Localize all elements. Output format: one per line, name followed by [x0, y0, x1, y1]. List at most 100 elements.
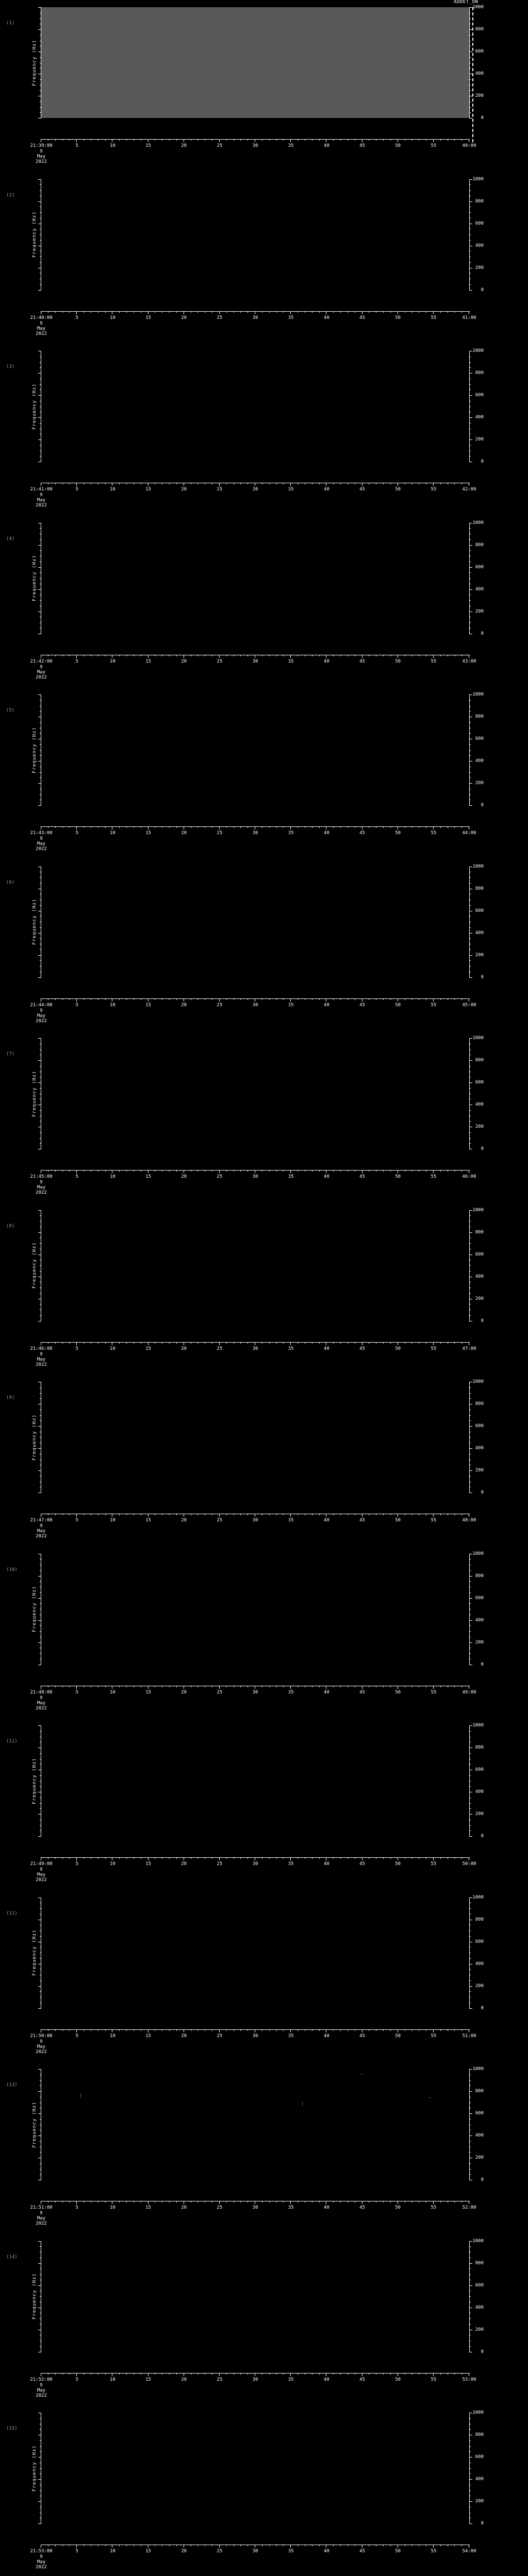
x-tick-label: 50 — [395, 1861, 401, 1867]
y-tick — [40, 406, 41, 407]
date-label: 9 May 2022 — [36, 2383, 47, 2398]
x-tick-label: 40 — [323, 315, 329, 320]
x-tick-minor — [176, 1685, 177, 1687]
x-tick-minor — [461, 1342, 463, 1344]
date-label: 9 May 2022 — [36, 149, 47, 164]
x-tick — [219, 2029, 220, 2032]
x-tick-minor — [454, 1857, 455, 1859]
y-tick-label: 1000 — [472, 2066, 484, 2072]
plot-area[interactable] — [41, 1553, 469, 1665]
y-tick — [469, 1620, 472, 1621]
y-tick — [469, 1293, 471, 1294]
y-tick — [40, 445, 41, 446]
y-tick — [469, 905, 471, 906]
y-tick — [40, 1808, 41, 1809]
y-axis-label: Frequency (Hz) — [31, 555, 37, 601]
y-tick — [469, 2446, 471, 2447]
x-tick-label: 10 — [109, 1174, 116, 1179]
y-tick — [469, 539, 471, 540]
x-tick — [219, 2545, 220, 2548]
date-line: 2022 — [36, 1705, 47, 1711]
x-tick-label-end: 47:00 — [462, 1346, 476, 1351]
y-tick-label: 1000 — [472, 1379, 484, 1384]
plot-area[interactable] — [41, 1382, 469, 1493]
y-tick — [40, 938, 41, 939]
y-tick — [469, 184, 471, 185]
y-tick — [469, 1049, 471, 1050]
y-tick — [40, 1764, 41, 1765]
y-tick — [469, 2268, 471, 2269]
plot-area[interactable] — [41, 1038, 469, 1149]
plot-area[interactable] — [41, 351, 469, 462]
x-tick-label: 50 — [395, 1689, 401, 1695]
x-tick-minor — [119, 139, 120, 141]
plot-area[interactable] — [41, 522, 469, 634]
y-tick — [469, 1393, 471, 1394]
x-tick-label: 30 — [252, 2377, 258, 2382]
x-tick-minor — [319, 483, 320, 484]
x-tick-label-start: 21:48:00 — [30, 1689, 53, 1695]
plot-area[interactable] — [41, 1725, 469, 1836]
plot-area[interactable] — [41, 694, 469, 805]
x-tick-minor — [440, 311, 441, 313]
y-tick — [40, 101, 41, 102]
x-tick-minor — [105, 998, 106, 1000]
spectrogram-panel: 0 200 400 600 800 1000 Frequency (Hz) (6) 21:44:… — [0, 864, 528, 1024]
x-tick — [290, 654, 291, 658]
x-tick-label: 15 — [145, 831, 151, 836]
x-tick-minor — [105, 2372, 106, 2375]
x-tick-minor — [411, 1685, 412, 1687]
y-tick — [38, 1038, 41, 1039]
x-tick-label: 25 — [217, 1861, 223, 1867]
x-tick-minor — [126, 1514, 127, 1515]
x-tick-minor — [240, 2372, 241, 2375]
y-tick-label: 1000 — [472, 2410, 484, 2415]
date-line: May — [37, 2387, 46, 2393]
y-tick — [40, 240, 41, 241]
y-tick — [469, 1725, 472, 1726]
plot-area[interactable] — [41, 7, 469, 118]
x-tick-minor — [319, 998, 320, 1000]
x-tick-minor — [55, 998, 56, 1000]
x-tick-minor — [119, 1170, 120, 1172]
plot-area[interactable] — [41, 866, 469, 977]
y-tick-label: 0 — [481, 1146, 484, 1151]
x-tick-minor — [105, 654, 106, 656]
x-tick-label: 15 — [145, 1518, 151, 1523]
plot-area[interactable] — [41, 2413, 469, 2523]
x-tick-minor — [226, 2545, 227, 2546]
plot-area[interactable] — [41, 179, 469, 290]
plot-area[interactable] — [41, 2069, 469, 2180]
date-line: 9 — [40, 1523, 43, 1529]
x-tick-minor — [62, 654, 63, 656]
x-tick-label: 45 — [359, 315, 365, 320]
x-tick-minor — [169, 2372, 170, 2375]
y-tick-label: 0 — [481, 287, 484, 293]
plot-area[interactable] — [41, 1897, 469, 2008]
y-tick — [469, 1786, 471, 1787]
x-tick — [76, 1685, 77, 1689]
y-tick-label: 600 — [475, 221, 484, 226]
x-tick-label-start: 21:53:00 — [30, 2549, 53, 2554]
x-tick-minor — [383, 311, 384, 313]
y-tick — [40, 1559, 41, 1560]
plot-area[interactable] — [41, 1210, 469, 1321]
x-tick-label: 40 — [323, 1174, 329, 1179]
panel-index-label: (13) — [6, 2082, 18, 2088]
time-axis — [41, 826, 470, 829]
x-tick-minor — [62, 139, 63, 141]
y-tick — [40, 916, 41, 917]
x-tick-label: 35 — [288, 1518, 294, 1523]
x-tick-minor — [283, 1514, 284, 1515]
spectrogram-panel: 0 200 400 600 800 1000 Frequency (Hz) (10) 21:48… — [0, 1551, 528, 1711]
x-tick-minor — [283, 1685, 284, 1687]
x-tick-label: 15 — [145, 1689, 151, 1695]
y-tick — [469, 2324, 471, 2325]
x-tick-minor — [333, 139, 334, 141]
y-axis-label: Frequency (Hz) — [31, 211, 37, 258]
x-tick-minor — [319, 826, 320, 828]
y-tick — [40, 1753, 41, 1754]
x-tick-minor — [226, 1170, 227, 1172]
date-line: May — [37, 2044, 46, 2049]
plot-area[interactable] — [41, 2241, 469, 2352]
